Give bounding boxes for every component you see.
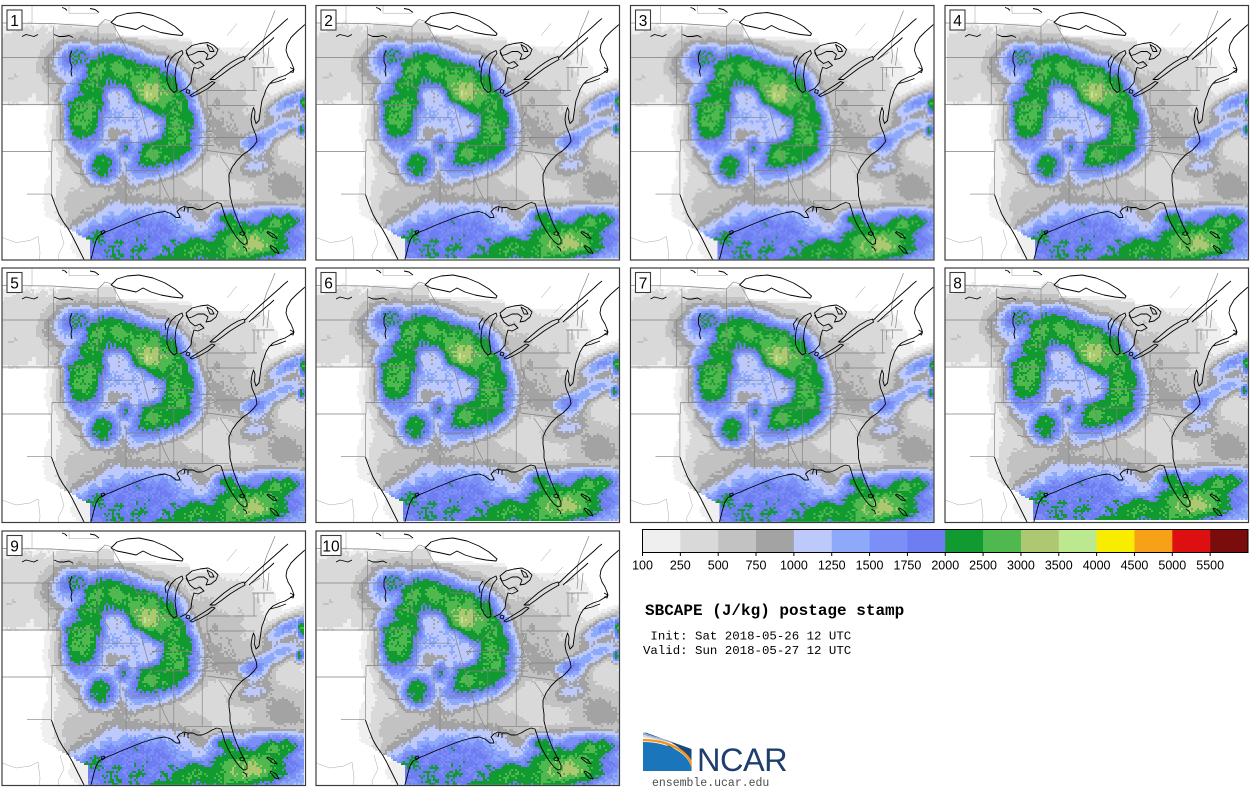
svg-text:7: 7	[639, 276, 648, 293]
svg-text:1500: 1500	[856, 559, 884, 573]
svg-text:5000: 5000	[1158, 559, 1186, 573]
svg-text:SBCAPE (J/kg) postage stamp: SBCAPE (J/kg) postage stamp	[645, 602, 904, 620]
svg-text:1: 1	[10, 13, 19, 30]
svg-text:1250: 1250	[818, 559, 846, 573]
svg-text:250: 250	[670, 559, 691, 573]
svg-text:ensemble.ucar.edu: ensemble.ucar.edu	[652, 777, 769, 788]
svg-text:500: 500	[708, 559, 729, 573]
svg-text:4500: 4500	[1121, 559, 1149, 573]
svg-text:2: 2	[324, 13, 333, 30]
svg-text:Init: Sat 2018-05-26 12 UTC: Init: Sat 2018-05-26 12 UTC	[643, 630, 851, 644]
svg-text:2000: 2000	[931, 559, 959, 573]
svg-text:5: 5	[10, 276, 19, 293]
svg-text:10: 10	[322, 539, 340, 556]
svg-text:8: 8	[953, 276, 962, 293]
svg-text:1000: 1000	[780, 559, 808, 573]
svg-text:3500: 3500	[1045, 559, 1073, 573]
svg-text:4: 4	[953, 13, 962, 30]
svg-text:750: 750	[746, 559, 767, 573]
svg-text:NCAR: NCAR	[697, 742, 787, 778]
svg-text:3000: 3000	[1007, 559, 1035, 573]
svg-text:5500: 5500	[1196, 559, 1224, 573]
svg-text:9: 9	[10, 539, 19, 556]
svg-text:6: 6	[324, 276, 333, 293]
svg-text:Valid: Sun 2018-05-27 12 UTC: Valid: Sun 2018-05-27 12 UTC	[643, 644, 851, 658]
svg-text:3: 3	[639, 13, 648, 30]
svg-text:1750: 1750	[894, 559, 922, 573]
svg-text:4000: 4000	[1083, 559, 1111, 573]
svg-text:100: 100	[632, 559, 653, 573]
svg-text:2500: 2500	[969, 559, 997, 573]
